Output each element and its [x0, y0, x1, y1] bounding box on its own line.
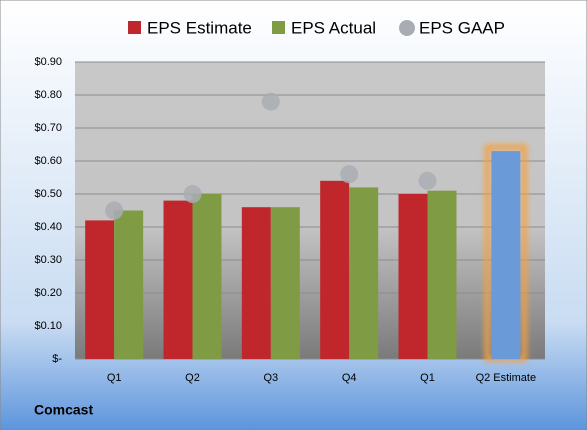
y-tick-label: $-	[52, 353, 62, 365]
bar	[491, 151, 521, 359]
gaap-marker	[105, 201, 124, 220]
x-tick-label: Q4	[342, 372, 357, 384]
plot-area	[75, 62, 545, 359]
y-tick-label: $0.60	[34, 155, 62, 167]
legend-marker	[272, 21, 285, 34]
y-tick-label: $0.40	[34, 221, 62, 233]
y-tick-label: $0.70	[34, 122, 62, 134]
y-tick-label: $0.90	[34, 56, 62, 68]
bar	[192, 194, 222, 359]
footer: Comcast	[34, 402, 93, 418]
legend-label: EPS GAAP	[419, 18, 505, 37]
bar	[163, 200, 193, 359]
bar	[241, 207, 271, 359]
bar	[85, 220, 115, 359]
bar	[320, 180, 350, 359]
bar	[349, 187, 379, 359]
legend-marker	[128, 21, 141, 34]
y-tick-label: $0.20	[34, 287, 62, 299]
y-tick-label: $0.80	[34, 89, 62, 101]
y-tick-label: $0.10	[34, 320, 62, 332]
y-tick-label: $0.50	[34, 188, 62, 200]
bar	[114, 210, 144, 359]
gaap-marker	[340, 165, 359, 184]
y-tick-label: $0.30	[34, 254, 62, 266]
legend-marker	[399, 20, 415, 36]
legend-label: EPS Estimate	[147, 18, 252, 37]
x-tick-label: Q2	[185, 372, 200, 384]
x-tick-label: Q1	[420, 372, 435, 384]
x-tick-label: Q3	[263, 372, 278, 384]
bar	[398, 194, 428, 359]
bar	[270, 207, 300, 359]
gaap-marker	[418, 171, 437, 190]
x-tick-label: Q2 Estimate	[476, 372, 537, 384]
legend-label: EPS Actual	[291, 18, 376, 37]
bar	[427, 190, 457, 359]
x-tick-label: Q1	[107, 372, 122, 384]
gaap-marker	[183, 185, 202, 203]
gaap-marker	[261, 92, 280, 111]
